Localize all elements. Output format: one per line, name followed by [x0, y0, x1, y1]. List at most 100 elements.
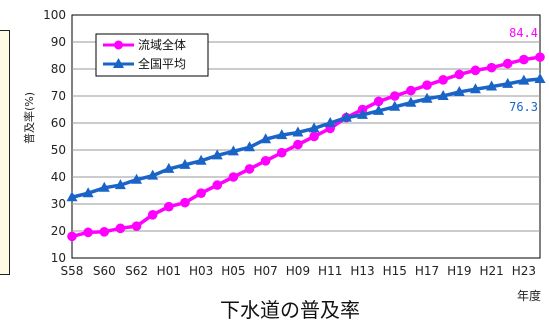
data-point: [293, 139, 303, 150]
x-tick-label: H23: [512, 264, 536, 278]
x-tick-label: H05: [221, 264, 245, 278]
data-point: [438, 75, 448, 85]
x-axis-ticks: S58 S60 S62 H01 H03 H05 H07 H09 H11 H13 H15 H17 H19 H…: [61, 264, 536, 278]
data-point: [82, 187, 94, 198]
data-point: [115, 223, 126, 234]
x-tick-label: S60: [93, 264, 116, 278]
data-point: [164, 201, 174, 212]
x-tick-label: H01: [157, 264, 181, 278]
data-point: [356, 108, 368, 119]
data-point: [454, 69, 465, 80]
data-point: [502, 58, 513, 69]
data-point: [211, 149, 223, 160]
data-point: [227, 145, 239, 156]
y-tick-label: 100: [43, 8, 66, 22]
data-point: [437, 90, 449, 100]
data-point: [421, 92, 433, 103]
data-point: [67, 231, 77, 242]
data-point: [228, 172, 239, 182]
y-tick-label: 80: [51, 62, 66, 76]
data-point: [534, 72, 546, 83]
y-tick-label: 20: [51, 224, 66, 238]
data-point: [406, 85, 416, 96]
series-layer: 84.4 76.3: [66, 26, 546, 242]
data-point: [179, 158, 191, 169]
data-point: [163, 162, 175, 173]
x-tick-label: H13: [350, 264, 374, 278]
data-point: [373, 104, 385, 115]
data-point: [147, 210, 158, 220]
legend-label: 流域全体: [138, 37, 186, 52]
data-point: [405, 96, 417, 107]
x-axis-label: 年度: [517, 288, 541, 303]
y-tick-label: 60: [51, 116, 66, 130]
data-point: [83, 227, 93, 238]
x-tick-label: H21: [479, 264, 503, 278]
legend-marker: [113, 58, 124, 68]
data-point: [502, 77, 514, 88]
data-point: [196, 188, 206, 198]
data-point: [486, 62, 497, 73]
data-point: [373, 96, 384, 107]
data-point: [244, 164, 255, 174]
x-tick-label: S58: [61, 264, 84, 278]
y-tick-label: 30: [51, 197, 66, 211]
side-panel-edge: [0, 30, 10, 275]
legend-marker: [114, 40, 123, 50]
x-tick-label: S62: [125, 264, 148, 278]
data-point: [244, 141, 256, 152]
data-point: [212, 180, 223, 190]
data-point: [98, 181, 110, 192]
data-point: [469, 83, 481, 94]
chart-title: 下水道の普及率: [220, 298, 360, 322]
data-point: [131, 221, 142, 231]
data-point: [324, 117, 336, 127]
legend-label: 全国平均: [138, 56, 186, 71]
data-point: [99, 227, 110, 237]
y-axis-ticks: 10 20 30 40 50 60 70 80 90 100: [43, 8, 66, 265]
data-point: [309, 131, 319, 142]
x-tick-label: H17: [415, 264, 439, 278]
x-tick-label: H19: [447, 264, 471, 278]
end-value-label: 84.4: [509, 26, 538, 40]
data-point: [453, 85, 465, 96]
end-value-label: 76.3: [509, 100, 538, 114]
x-tick-label: H07: [254, 264, 278, 278]
y-tick-label: 10: [51, 251, 66, 265]
data-point: [308, 122, 320, 133]
series-1: [67, 52, 545, 242]
data-point: [260, 133, 272, 144]
data-point: [389, 91, 400, 101]
series-2: [66, 72, 546, 202]
data-point: [114, 179, 126, 190]
y-tick-label: 50: [51, 143, 66, 157]
data-point: [180, 197, 190, 208]
data-point: [470, 65, 481, 76]
data-point: [195, 154, 207, 165]
x-tick-label: H15: [383, 264, 407, 278]
y-tick-label: 40: [51, 170, 66, 184]
x-tick-label: H11: [318, 264, 342, 278]
data-point: [535, 52, 545, 62]
data-point: [340, 111, 352, 122]
data-point: [519, 54, 529, 65]
y-tick-label: 70: [51, 89, 66, 103]
x-tick-label: H03: [189, 264, 213, 278]
y-tick-label: 90: [51, 35, 66, 49]
data-point: [422, 80, 432, 90]
data-point: [260, 156, 271, 166]
data-point: [131, 173, 143, 184]
data-point: [276, 147, 287, 158]
data-point: [276, 129, 288, 140]
x-tick-label: H09: [286, 264, 310, 278]
data-point: [292, 126, 304, 137]
data-point: [518, 74, 530, 85]
data-point: [66, 191, 78, 202]
data-point: [147, 169, 159, 180]
y-axis-label: 普及率(%): [22, 92, 36, 144]
data-point: [486, 80, 498, 91]
data-point: [389, 100, 401, 111]
legend-box: [95, 33, 209, 77]
